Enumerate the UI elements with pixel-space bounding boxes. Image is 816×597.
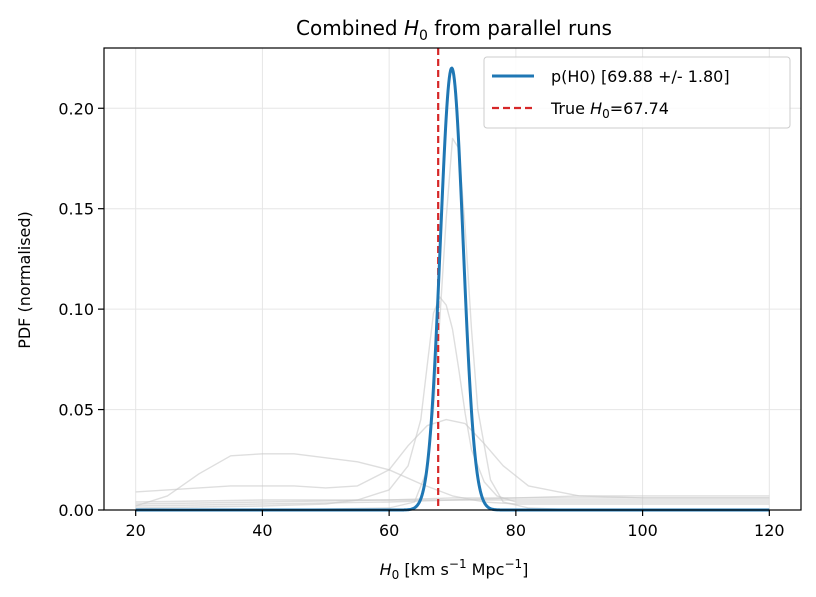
run-curve-run-3 [135,296,770,509]
run-curve-run-6 [135,499,770,503]
combined-posterior-curve [134,66,771,512]
x-tick-label: 120 [754,521,785,540]
y-tick-label: 0.15 [58,200,94,219]
y-tick-label: 0.00 [58,501,94,520]
combined-curve-group [134,66,771,512]
legend-label-combined: p(H0) [69.88 +/- 1.80] [551,67,730,86]
y-axis-ticks: 0.00 0.05 0.10 0.15 0.20 [58,99,104,520]
x-tick-label: 100 [627,521,658,540]
y-tick-label: 0.05 [58,401,94,420]
legend-box [483,56,791,129]
chart-title: Combined H0 from parallel runs [296,16,612,44]
y-tick-label: 0.20 [58,99,94,118]
plot-frame [103,47,802,511]
x-axis-label: H0 [km s−1 Mpc−1] [380,557,529,582]
y-tick-label: 0.10 [58,300,94,319]
x-tick-label: 80 [506,521,526,540]
legend: p(H0) [69.88 +/- 1.80] True H0=67.74 [483,56,791,129]
y-axis-label: PDF (normalised) [15,211,34,349]
run-curve-run-4 [135,137,770,511]
x-tick-label: 40 [252,521,272,540]
x-axis-ticks: 20 40 60 80 100 120 [126,510,785,540]
individual-run-curves [135,137,770,511]
run-curve-run-2 [135,418,770,499]
legend-label-truth: True H0=67.74 [550,99,669,121]
x-tick-label: 60 [379,521,399,540]
x-tick-label: 20 [126,521,146,540]
run-curve-run-7 [135,497,770,507]
